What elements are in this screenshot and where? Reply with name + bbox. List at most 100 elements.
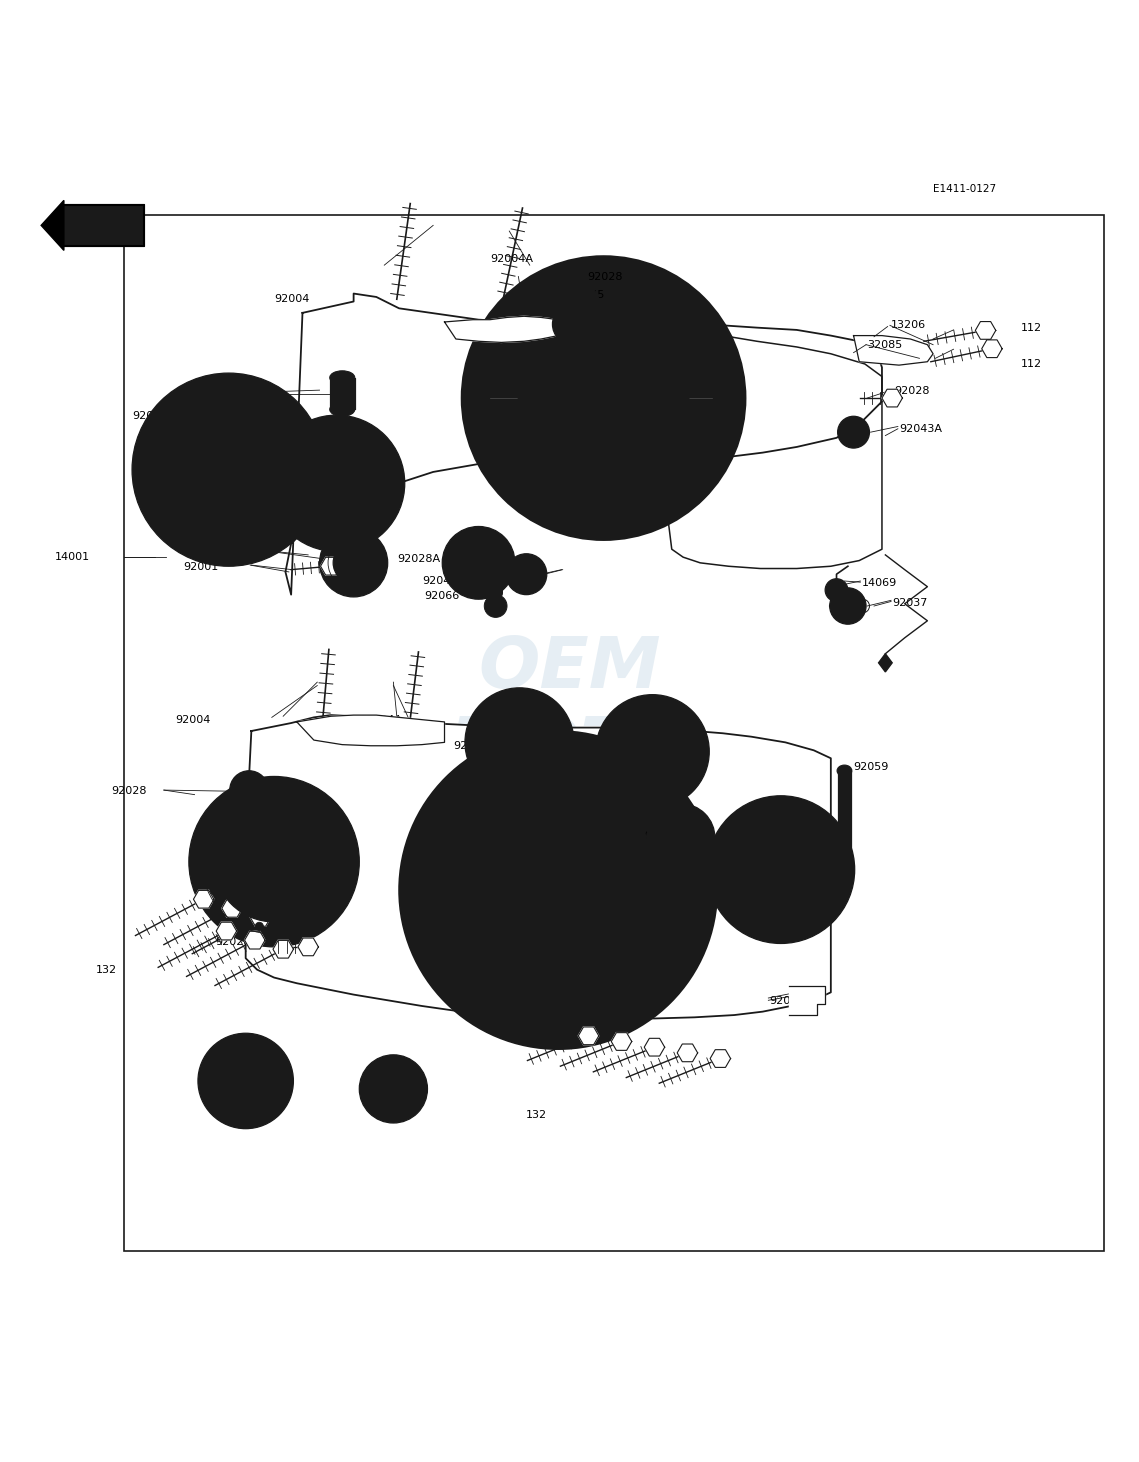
- Circle shape: [647, 804, 715, 871]
- Circle shape: [552, 304, 593, 345]
- Circle shape: [442, 526, 515, 599]
- Text: 92028A: 92028A: [396, 554, 440, 564]
- Text: 92045: 92045: [570, 289, 605, 300]
- Circle shape: [207, 392, 216, 401]
- Text: 92045A: 92045A: [200, 548, 244, 557]
- Circle shape: [707, 795, 854, 943]
- Circle shape: [359, 1054, 427, 1123]
- Text: 14069: 14069: [861, 579, 896, 588]
- Circle shape: [198, 1034, 294, 1129]
- Ellipse shape: [837, 765, 852, 776]
- Text: E1411-0127: E1411-0127: [933, 184, 997, 194]
- Circle shape: [255, 923, 263, 930]
- Circle shape: [456, 788, 661, 993]
- Text: 92028B: 92028B: [645, 830, 688, 841]
- Text: 92001: 92001: [183, 563, 219, 573]
- Polygon shape: [297, 715, 444, 746]
- Circle shape: [271, 406, 280, 415]
- Polygon shape: [710, 1050, 730, 1067]
- Circle shape: [214, 801, 335, 923]
- Circle shape: [156, 433, 165, 442]
- Circle shape: [764, 923, 771, 930]
- Text: 112: 112: [1021, 360, 1042, 368]
- Polygon shape: [666, 330, 882, 569]
- Text: 92049A: 92049A: [453, 741, 497, 751]
- Text: 92049C: 92049C: [358, 1089, 401, 1099]
- Circle shape: [814, 822, 820, 827]
- Polygon shape: [878, 654, 892, 673]
- Circle shape: [596, 694, 710, 808]
- Polygon shape: [579, 1026, 599, 1045]
- Text: 92049B: 92049B: [200, 1089, 244, 1099]
- Text: 92028: 92028: [112, 787, 147, 797]
- Circle shape: [507, 699, 514, 705]
- Bar: [64, 205, 144, 246]
- Circle shape: [372, 1069, 413, 1110]
- Circle shape: [837, 417, 869, 447]
- Text: 92043: 92043: [197, 390, 232, 401]
- Polygon shape: [251, 908, 271, 927]
- Polygon shape: [853, 336, 933, 366]
- Text: 601: 601: [227, 499, 247, 509]
- Circle shape: [294, 440, 379, 526]
- Circle shape: [661, 817, 702, 858]
- Polygon shape: [982, 339, 1002, 358]
- Polygon shape: [222, 899, 243, 917]
- Circle shape: [156, 497, 165, 507]
- Circle shape: [814, 912, 820, 918]
- Polygon shape: [444, 316, 558, 342]
- Bar: [330, 377, 354, 409]
- Circle shape: [230, 770, 269, 810]
- Circle shape: [207, 538, 216, 548]
- Circle shape: [336, 858, 344, 866]
- Text: 11009: 11009: [510, 566, 546, 576]
- Text: 132: 132: [526, 1110, 548, 1120]
- Circle shape: [161, 402, 297, 538]
- Polygon shape: [612, 1032, 632, 1050]
- Polygon shape: [41, 200, 64, 250]
- Polygon shape: [246, 715, 830, 1019]
- Circle shape: [300, 465, 309, 474]
- Circle shape: [829, 588, 866, 624]
- Circle shape: [456, 539, 501, 586]
- Circle shape: [542, 772, 549, 778]
- Polygon shape: [645, 1038, 665, 1056]
- Circle shape: [542, 706, 549, 712]
- Circle shape: [269, 415, 404, 551]
- Circle shape: [482, 705, 557, 779]
- Circle shape: [478, 721, 485, 727]
- Polygon shape: [194, 890, 214, 908]
- Text: 14001: 14001: [55, 553, 90, 563]
- Text: 92043: 92043: [421, 576, 457, 586]
- Polygon shape: [882, 389, 902, 406]
- Polygon shape: [273, 940, 294, 958]
- Circle shape: [562, 313, 584, 336]
- Polygon shape: [789, 985, 825, 1015]
- Circle shape: [726, 892, 731, 898]
- Text: 92004A: 92004A: [359, 715, 402, 725]
- Circle shape: [132, 373, 326, 566]
- Text: 92045B: 92045B: [803, 849, 846, 858]
- Text: 92028: 92028: [215, 937, 251, 947]
- Circle shape: [726, 841, 731, 848]
- Circle shape: [271, 523, 280, 534]
- Circle shape: [461, 256, 746, 539]
- Text: 92037A: 92037A: [770, 997, 812, 1006]
- Circle shape: [211, 829, 219, 836]
- Circle shape: [399, 731, 718, 1050]
- Text: 92004: 92004: [175, 715, 211, 725]
- Circle shape: [836, 867, 842, 873]
- Text: OEM
MOTO: OEM MOTO: [448, 635, 691, 782]
- Ellipse shape: [489, 585, 502, 601]
- Text: 13206: 13206: [891, 320, 926, 330]
- Circle shape: [320, 529, 387, 596]
- Polygon shape: [298, 939, 319, 956]
- Text: 92066: 92066: [424, 591, 459, 601]
- Ellipse shape: [330, 402, 354, 417]
- Circle shape: [728, 816, 834, 923]
- Text: 92043A: 92043A: [899, 424, 942, 434]
- Circle shape: [563, 285, 599, 320]
- Text: 92028: 92028: [894, 386, 929, 396]
- Circle shape: [506, 554, 547, 595]
- Text: 92028: 92028: [588, 272, 623, 282]
